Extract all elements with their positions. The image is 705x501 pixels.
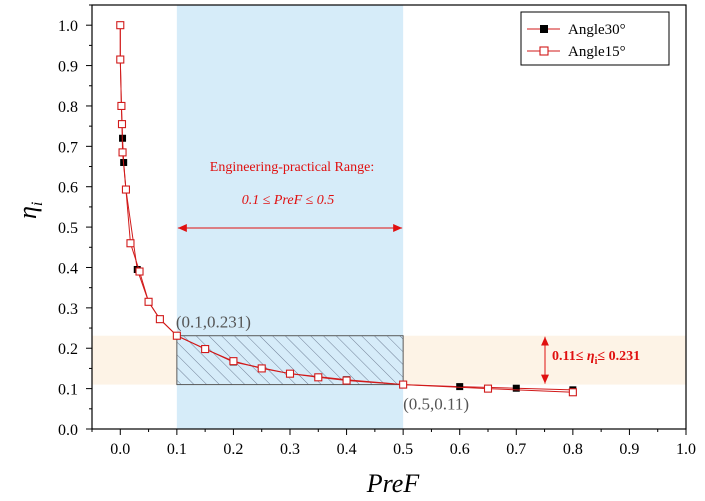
x-tick-label: 0.8 — [563, 441, 583, 458]
axis-titles: PreF ηi — [13, 202, 420, 498]
x-tick-label: 0.2 — [223, 441, 243, 458]
y-tick-label: 0.9 — [58, 59, 78, 76]
data-point — [116, 55, 125, 64]
range-expression-annotation: 0.1 ≤ PreF ≤ 0.5 — [242, 193, 335, 208]
data-point — [121, 185, 130, 194]
annotations: Engineering-practical Range: 0.1 ≤ PreF … — [176, 160, 640, 414]
x-tick-label: 0.4 — [337, 441, 357, 458]
eta-range-left: 0.11≤ — [552, 349, 587, 364]
y-tick-label: 0.3 — [58, 301, 78, 318]
axis-ticks: 0.0 0.1 0.2 0.3 0.4 0.5 0.6 0.7 0.8 0.9 1.0 0.0 0.1 0… — [58, 4, 696, 458]
y-tick-label: 0.1 — [58, 382, 78, 399]
data-point — [118, 148, 127, 157]
x-axis-title: PreF — [366, 469, 421, 498]
legend-item: Angle15° — [527, 44, 626, 60]
data-point — [483, 384, 493, 393]
x-tick-label: 0.5 — [393, 441, 413, 458]
x-tick-label: 0.0 — [110, 441, 130, 458]
data-point — [229, 357, 238, 366]
series-angle15 — [116, 21, 577, 397]
data-point — [155, 315, 164, 324]
range-title-annotation: Engineering-practical Range: — [210, 160, 374, 175]
data-point — [201, 344, 210, 354]
data-point — [172, 331, 181, 340]
y-tick-label: 0.7 — [58, 139, 78, 156]
data-point — [257, 364, 266, 373]
data-point — [135, 267, 144, 276]
data-point — [116, 21, 125, 30]
legend-label: Angle15° — [568, 44, 626, 60]
y-tick-label: 1.0 — [58, 18, 78, 35]
data-point — [399, 380, 408, 389]
y-tick-label: 0.4 — [58, 260, 78, 277]
point-end-label: (0.5,0.11) — [403, 395, 469, 414]
data-point — [126, 239, 135, 248]
legend-item: Angle30° — [527, 22, 626, 38]
legend: Angle30° Angle15° — [520, 11, 670, 66]
y-tick-label: 0.0 — [58, 422, 78, 439]
point-start-label: (0.1,0.231) — [176, 313, 251, 332]
data-point — [117, 101, 126, 111]
eta-range-subscript: i — [595, 356, 598, 367]
y-tick-label: 0.5 — [58, 220, 78, 237]
y-axis-title-symbol: η — [13, 206, 42, 219]
data-point — [512, 384, 520, 392]
data-point — [568, 388, 577, 397]
legend-marker — [539, 46, 549, 56]
x-tick-label: 0.6 — [450, 441, 470, 458]
x-tick-label: 0.3 — [280, 441, 300, 458]
y-axis-title-subscript: i — [29, 202, 46, 206]
data-point — [314, 373, 323, 382]
data-point — [144, 297, 153, 306]
data-point — [342, 376, 351, 385]
legend-box — [520, 11, 670, 66]
data-point — [456, 383, 464, 391]
legend-marker — [540, 25, 548, 33]
x-tick-label: 0.1 — [167, 441, 187, 458]
eta-range-right: ≤ 0.231 — [597, 349, 640, 364]
data-point — [117, 120, 127, 129]
data-point — [285, 369, 295, 378]
plot-border — [91, 4, 687, 430]
plot-frame — [91, 4, 687, 430]
y-tick-label: 0.2 — [58, 341, 78, 358]
eta-range-annotation: 0.11≤ ηi≤ 0.231 — [552, 349, 640, 367]
legend-label: Angle30° — [568, 22, 626, 38]
y-tick-label: 0.8 — [58, 99, 78, 116]
y-axis-title: ηi — [13, 202, 46, 219]
x-tick-label: 1.0 — [676, 441, 696, 458]
data-series — [116, 21, 577, 397]
y-tick-label: 0.6 — [58, 180, 78, 197]
x-tick-label: 0.7 — [506, 441, 526, 458]
series-line — [119, 25, 573, 393]
eta-range-symbol: η — [587, 349, 595, 364]
x-tick-label: 0.9 — [619, 441, 639, 458]
